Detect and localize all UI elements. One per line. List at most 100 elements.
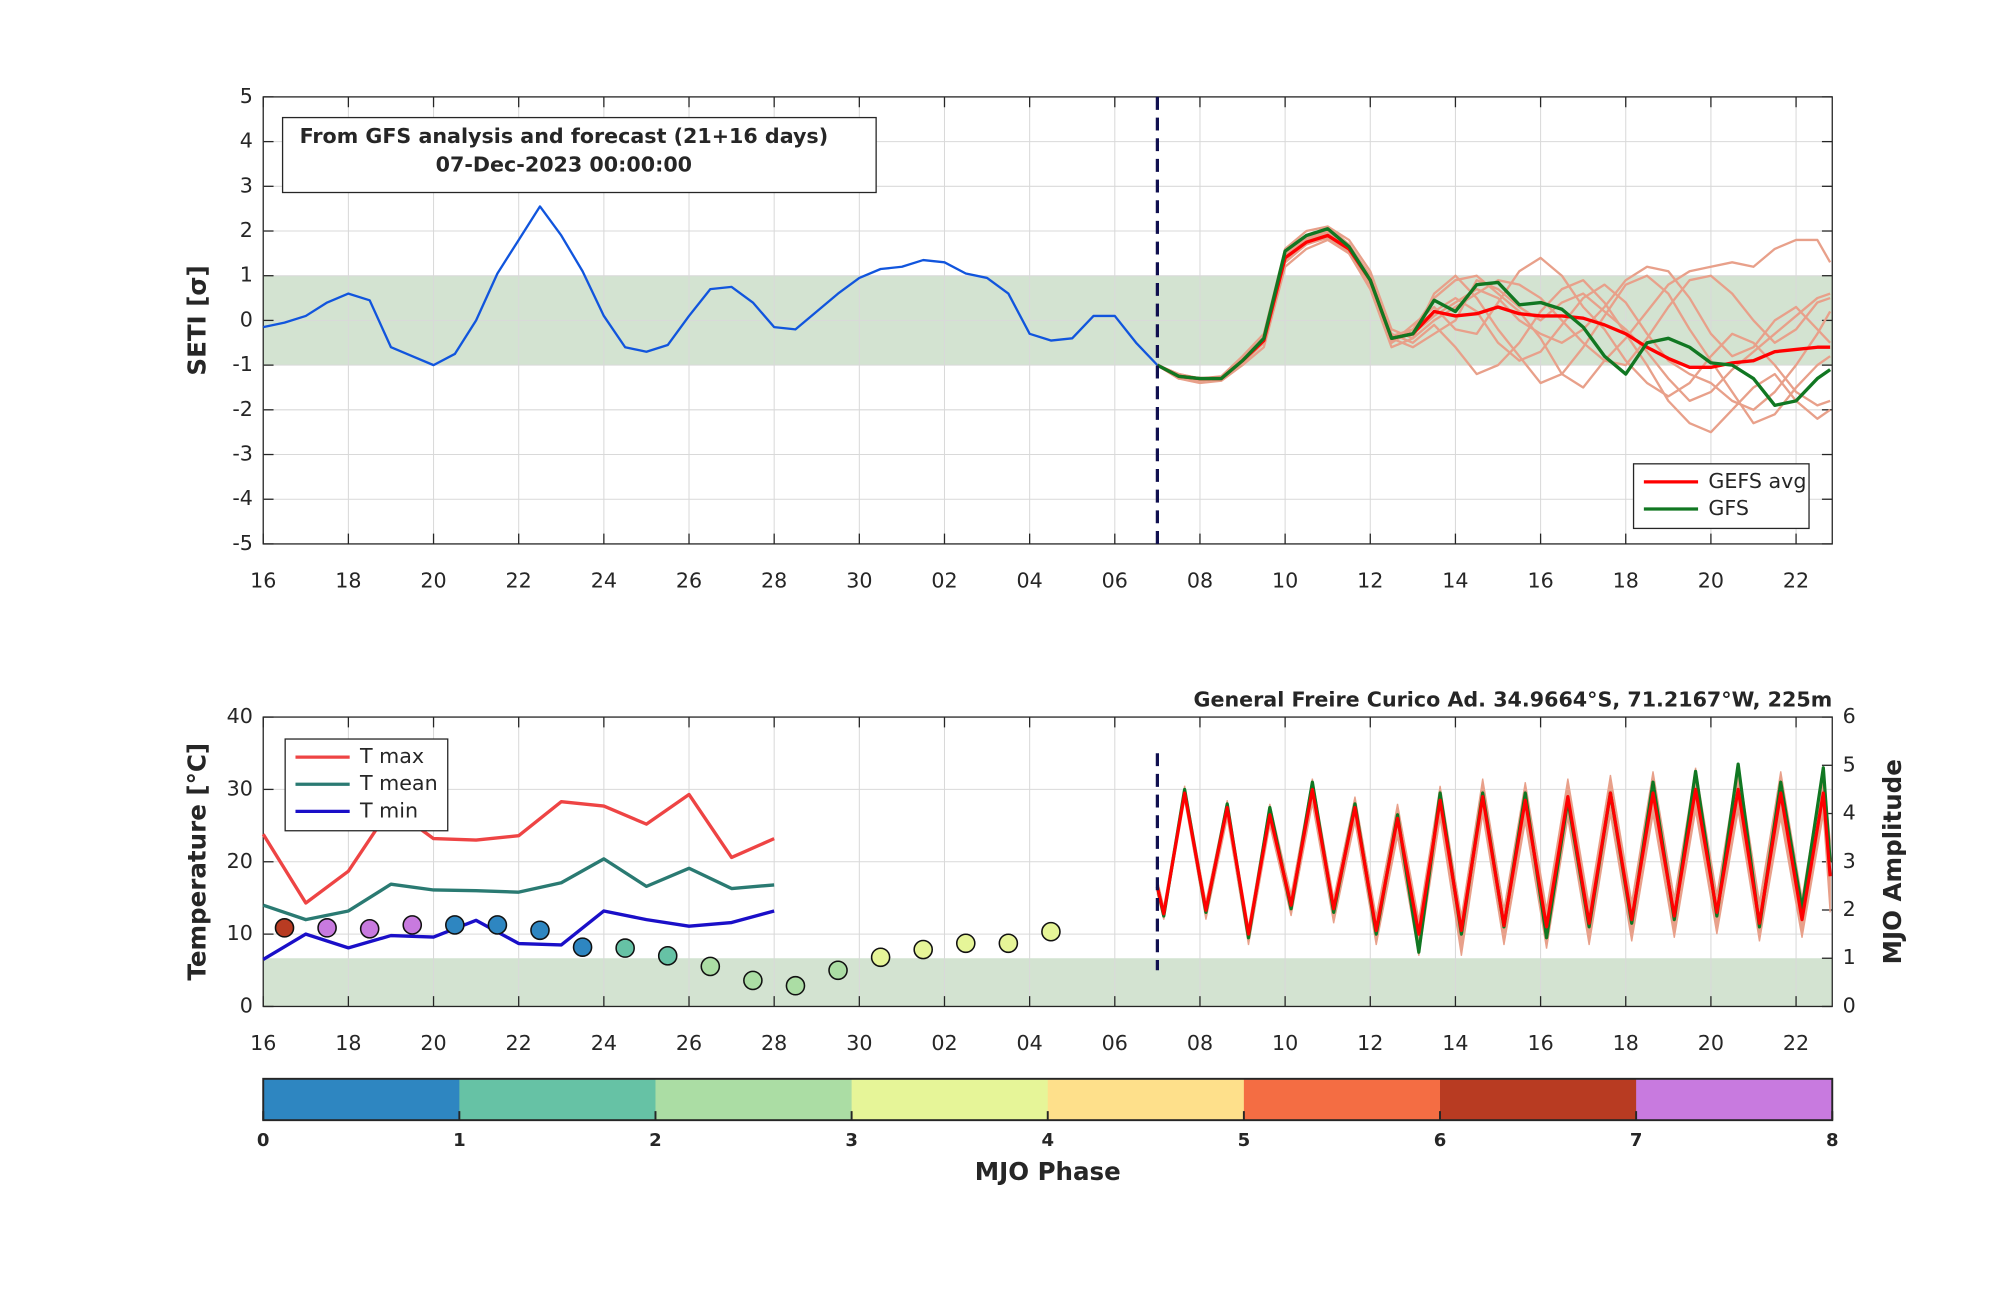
x-tick-label: 06 xyxy=(1102,1031,1128,1055)
y-tick-label: 4 xyxy=(240,129,253,153)
x-tick-label: 22 xyxy=(506,568,532,592)
y-tick-label: 1 xyxy=(240,263,253,287)
colorbar-segment xyxy=(459,1078,657,1121)
mjo-point xyxy=(743,970,763,991)
colorbar-segment xyxy=(1243,1078,1441,1121)
x-tick-label: 24 xyxy=(591,1031,617,1055)
y2-tick-label: 1 xyxy=(1843,945,1856,969)
mjo-point xyxy=(870,947,891,968)
x-tick-label: 18 xyxy=(335,1031,361,1055)
x-tick-label: 16 xyxy=(250,1031,276,1055)
colorbar-tick-label: 0 xyxy=(257,1130,270,1151)
colorbar-tick-label: 2 xyxy=(649,1130,662,1151)
y2-tick-label: 5 xyxy=(1843,752,1856,776)
axes-frame xyxy=(262,716,1833,1008)
y-tick-label: -2 xyxy=(232,397,253,421)
y-axis-label: SETI [σ] xyxy=(183,265,212,375)
colorbar-tick-label: 8 xyxy=(1826,1130,1839,1151)
y-tick-label: 0 xyxy=(240,307,253,331)
x-tick-label: 06 xyxy=(1102,568,1128,592)
legend-label: GEFS avg xyxy=(1708,469,1806,493)
x-tick-label: 28 xyxy=(761,568,787,592)
colorbar-segment xyxy=(1636,1078,1833,1121)
data-line xyxy=(1155,787,1832,936)
x-tick-label: 18 xyxy=(1613,1031,1639,1055)
annotation-box xyxy=(281,116,877,194)
x-tick-label: 16 xyxy=(250,568,276,592)
x-tick-label: 18 xyxy=(335,568,361,592)
y-tick-label: -1 xyxy=(232,352,253,376)
x-tick-label: 14 xyxy=(1442,568,1468,592)
mjo-point xyxy=(1041,921,1061,942)
mjo-point xyxy=(402,915,423,935)
data-line xyxy=(262,909,775,961)
legend-label: GFS xyxy=(1708,496,1749,520)
colorbar-segment xyxy=(263,1078,460,1121)
y-axis-label: Temperature [°C] xyxy=(183,743,212,981)
y-tick-label: -5 xyxy=(232,531,253,555)
colorbar-segment xyxy=(851,1078,1049,1121)
y2-tick-label: 6 xyxy=(1843,704,1856,728)
colorbar-segment xyxy=(655,1078,853,1121)
mjo-point xyxy=(955,933,976,954)
x-tick-label: 08 xyxy=(1187,1031,1213,1055)
colorbar-tick-label: 4 xyxy=(1041,1130,1054,1151)
x-tick-label: 10 xyxy=(1272,1031,1298,1055)
y-tick-label: 0 xyxy=(240,993,253,1017)
colorbar-tick-label: 6 xyxy=(1434,1130,1447,1151)
x-tick-label: 20 xyxy=(1698,568,1724,592)
x-tick-label: 02 xyxy=(931,1031,957,1055)
legend-label: T max xyxy=(359,744,424,768)
colorbar-tick-label: 1 xyxy=(453,1130,466,1151)
colorbar-tick-label: 7 xyxy=(1630,1130,1643,1151)
x-tick-label: 20 xyxy=(1698,1031,1724,1055)
x-tick-label: 30 xyxy=(846,1031,872,1055)
x-tick-label: 02 xyxy=(931,568,957,592)
x-tick-label: 22 xyxy=(1783,568,1809,592)
data-line xyxy=(262,857,775,922)
chart-title: General Freire Curico Ad. 34.9664°S, 71.… xyxy=(1194,687,1833,711)
x-tick-label: 16 xyxy=(1527,568,1553,592)
x-tick-label: 22 xyxy=(1783,1031,1809,1055)
colorbar-segment xyxy=(1047,1078,1245,1121)
y-tick-label: 10 xyxy=(227,921,253,945)
mjo-point xyxy=(615,938,635,958)
mjo-point xyxy=(700,956,721,977)
data-line xyxy=(261,792,775,905)
legend-label: T mean xyxy=(359,771,438,795)
y-tick-label: 5 xyxy=(240,84,253,108)
x-tick-label: 08 xyxy=(1187,568,1213,592)
x-tick-label: 24 xyxy=(591,568,617,592)
mjo-point xyxy=(572,937,593,957)
y-tick-label: -3 xyxy=(232,442,253,466)
y-tick-label: 2 xyxy=(240,218,253,242)
legend-box xyxy=(1632,463,1810,530)
mjo-point xyxy=(487,915,508,935)
x-tick-label: 10 xyxy=(1272,568,1298,592)
y2-tick-label: 0 xyxy=(1843,993,1856,1017)
mjo-point xyxy=(913,939,934,960)
data-line xyxy=(1156,238,1831,385)
x-tick-label: 12 xyxy=(1357,1031,1383,1055)
shaded-band xyxy=(263,958,1833,1007)
y2-tick-label: 2 xyxy=(1843,897,1856,921)
y-tick-label: 3 xyxy=(240,173,253,197)
y2-axis-label: MJO Amplitude xyxy=(1878,759,1907,964)
axes-frame xyxy=(262,96,1833,545)
x-tick-label: 04 xyxy=(1017,1031,1043,1055)
data-line xyxy=(1156,227,1832,408)
legend-label: T min xyxy=(359,798,418,822)
data-line xyxy=(262,205,1159,367)
mjo-point xyxy=(445,915,465,935)
x-tick-label: 04 xyxy=(1017,568,1043,592)
mjo-point xyxy=(317,918,337,938)
colorbar-segment xyxy=(1440,1078,1637,1121)
colorbar-tick-label: 5 xyxy=(1238,1130,1251,1151)
y-tick-label: 20 xyxy=(227,849,253,873)
y2-tick-label: 3 xyxy=(1843,849,1856,873)
x-tick-label: 20 xyxy=(420,1031,446,1055)
y2-tick-label: 4 xyxy=(1843,801,1856,825)
x-tick-label: 16 xyxy=(1527,1031,1553,1055)
